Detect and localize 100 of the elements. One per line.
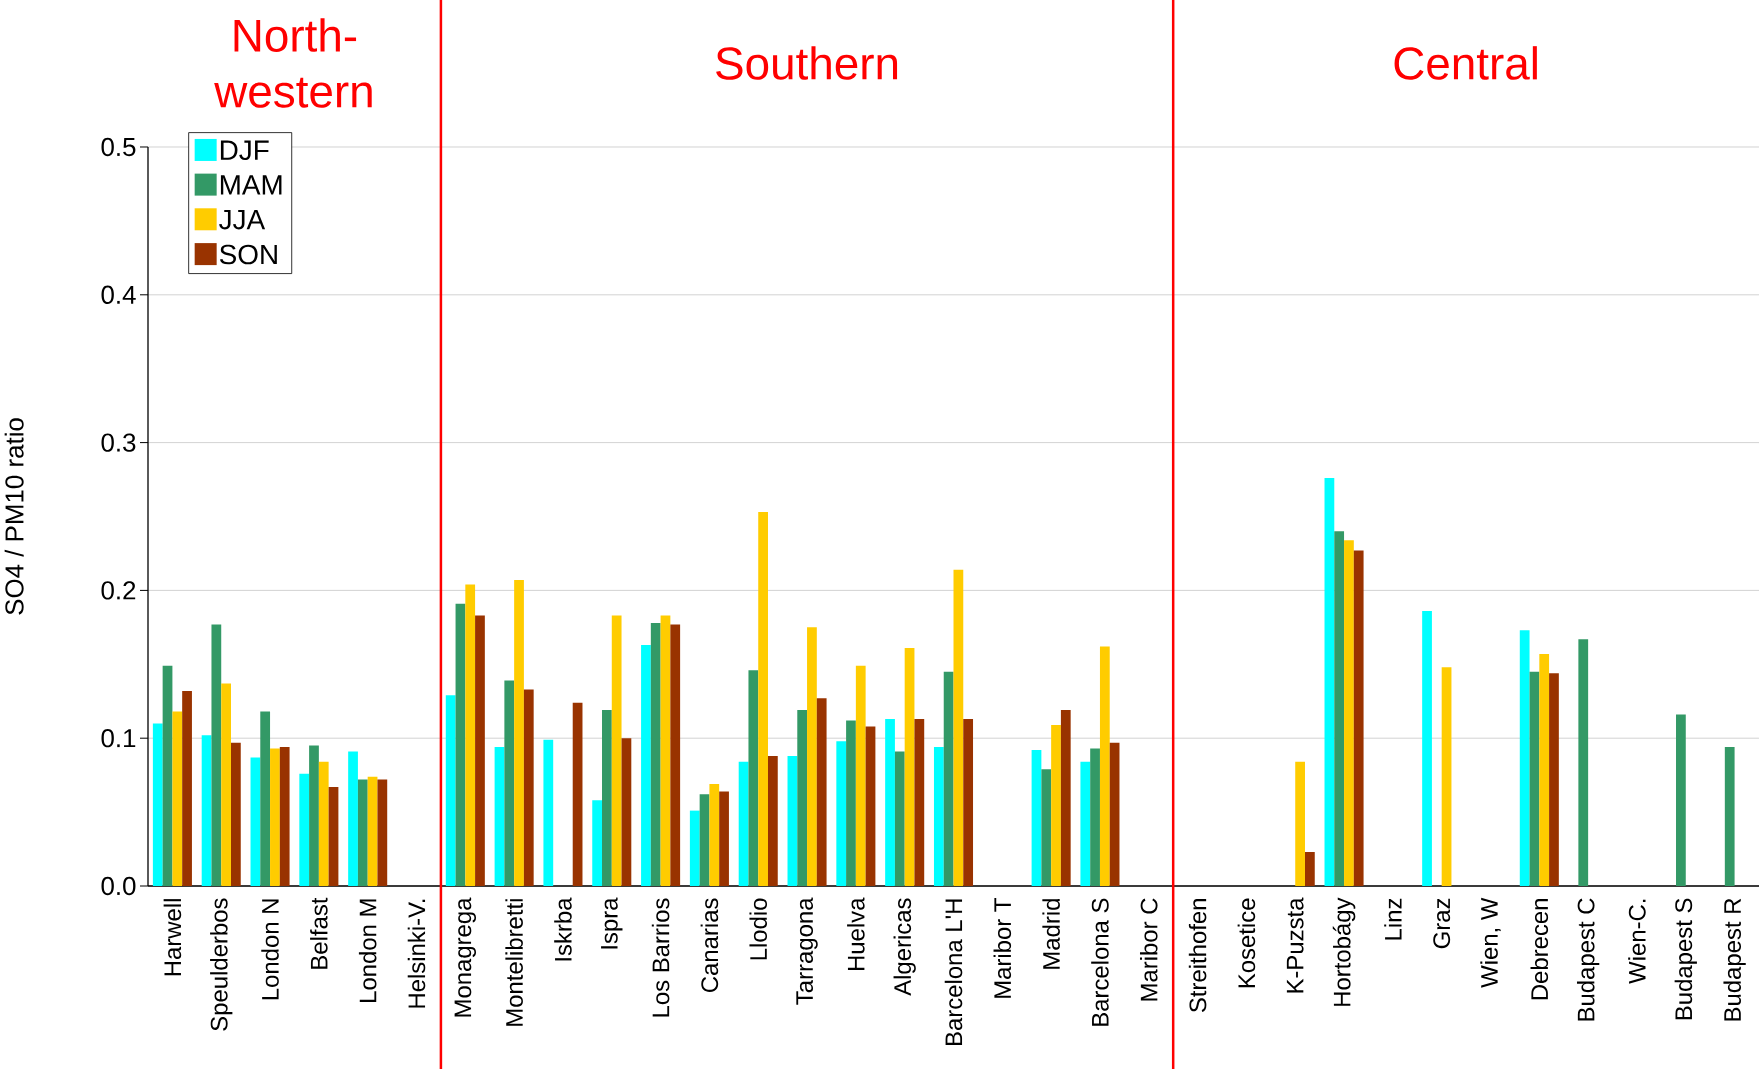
text: North-western — [214, 18, 372, 108]
bar — [348, 751, 358, 886]
bar — [1353, 550, 1364, 886]
bar — [1724, 747, 1735, 886]
bar — [309, 745, 319, 886]
x-tick-label: Iskrba — [554, 897, 572, 961]
bar — [650, 622, 661, 886]
bar — [1422, 611, 1432, 886]
bar — [670, 624, 681, 886]
y-tick-label: 0.3 — [101, 433, 136, 452]
bar — [475, 615, 485, 886]
x-tick-label: Llodio — [749, 898, 768, 960]
bar — [1295, 761, 1305, 886]
bar — [963, 718, 974, 886]
bar — [1109, 742, 1120, 886]
bar — [611, 615, 622, 886]
bar — [543, 739, 554, 886]
bar — [1090, 748, 1100, 886]
bar — [748, 670, 759, 886]
x-tick-label: Wien, W — [1480, 897, 1501, 988]
x-tick-label: Canarias — [700, 898, 719, 992]
bar — [1080, 761, 1091, 886]
bar — [230, 742, 241, 886]
bar — [1304, 852, 1315, 886]
x-tick-label: Madrid — [1042, 899, 1060, 969]
x-tick-label: Linz — [1384, 898, 1402, 940]
x-tick-label: Maribor C — [1139, 898, 1158, 1001]
bar — [855, 665, 866, 886]
x-tick-label: Huelva — [847, 897, 865, 970]
bar — [211, 624, 222, 886]
text: Central — [1394, 46, 1537, 80]
bar — [865, 726, 876, 886]
bar — [357, 779, 368, 886]
x-tick-label: Budapest S — [1674, 898, 1697, 1020]
y-tick-label: 0.2 — [101, 581, 136, 600]
x-tick-label: Monagrega — [454, 897, 477, 1017]
bar — [1031, 750, 1042, 886]
bar — [1676, 714, 1686, 886]
legend-label: JJA — [219, 209, 266, 230]
bar — [221, 683, 231, 886]
x-tick-label: Budapest C — [1576, 898, 1600, 1021]
x-tick-label: Speulderbos — [210, 898, 233, 1031]
bar — [836, 741, 847, 886]
y-tick-label: 0.0 — [101, 876, 136, 896]
bar — [1529, 671, 1540, 886]
bar — [1051, 724, 1061, 886]
y-tick-label: 0.5 — [101, 137, 136, 157]
x-tick-label: Debrecen — [1530, 899, 1549, 1000]
x-tick-label: Belfast — [310, 897, 328, 969]
bar — [1060, 710, 1071, 886]
bar — [1441, 667, 1452, 886]
x-tick-label: Harwell — [163, 899, 182, 976]
bar — [1549, 673, 1559, 886]
legend-label: SON — [219, 244, 277, 265]
bar — [201, 735, 212, 886]
bar — [182, 690, 192, 886]
bar — [279, 747, 290, 886]
bar — [767, 755, 778, 886]
bar — [709, 784, 720, 886]
bar — [738, 761, 749, 886]
bar — [1099, 646, 1110, 886]
bar — [494, 747, 505, 886]
bar — [250, 757, 261, 886]
bar — [943, 671, 954, 886]
bar — [328, 786, 339, 886]
bar — [1344, 540, 1354, 886]
bar — [602, 710, 612, 886]
x-tick-label: Ispra — [601, 897, 623, 949]
bar — [816, 698, 827, 886]
bar — [699, 794, 710, 886]
x-tick-label: Kosetice — [1237, 898, 1256, 988]
bar — [1519, 630, 1530, 886]
bar — [904, 648, 915, 886]
x-tick-label: Streithofen — [1188, 899, 1207, 1013]
x-tick-label: Algericas — [893, 898, 916, 996]
text: Southern — [716, 46, 898, 80]
x-tick-label: Tarragona — [796, 897, 818, 1005]
y-axis-title: SO4 / PM10 ratio — [4, 418, 24, 615]
bar — [933, 747, 944, 886]
bar — [1041, 769, 1052, 886]
x-tick-label: Montelibretti — [505, 899, 523, 1026]
y-tick-label: 0.4 — [101, 285, 136, 304]
bar — [885, 718, 895, 886]
bar — [719, 791, 729, 886]
bar — [1334, 531, 1345, 886]
x-tick-label: Graz — [1433, 898, 1451, 949]
legend-label: DJF — [220, 140, 269, 161]
legend-label: MAM — [220, 175, 282, 195]
bar — [504, 680, 515, 886]
bar — [318, 761, 329, 886]
bar — [514, 580, 524, 886]
bar — [572, 702, 583, 886]
bar — [299, 773, 310, 886]
bar — [377, 779, 388, 886]
bar — [445, 695, 456, 886]
bar — [758, 512, 768, 886]
bar — [172, 711, 183, 886]
x-tick-label: Budapest R — [1723, 898, 1746, 1021]
y-tick-label: 0.1 — [101, 729, 136, 748]
bar — [660, 615, 671, 886]
